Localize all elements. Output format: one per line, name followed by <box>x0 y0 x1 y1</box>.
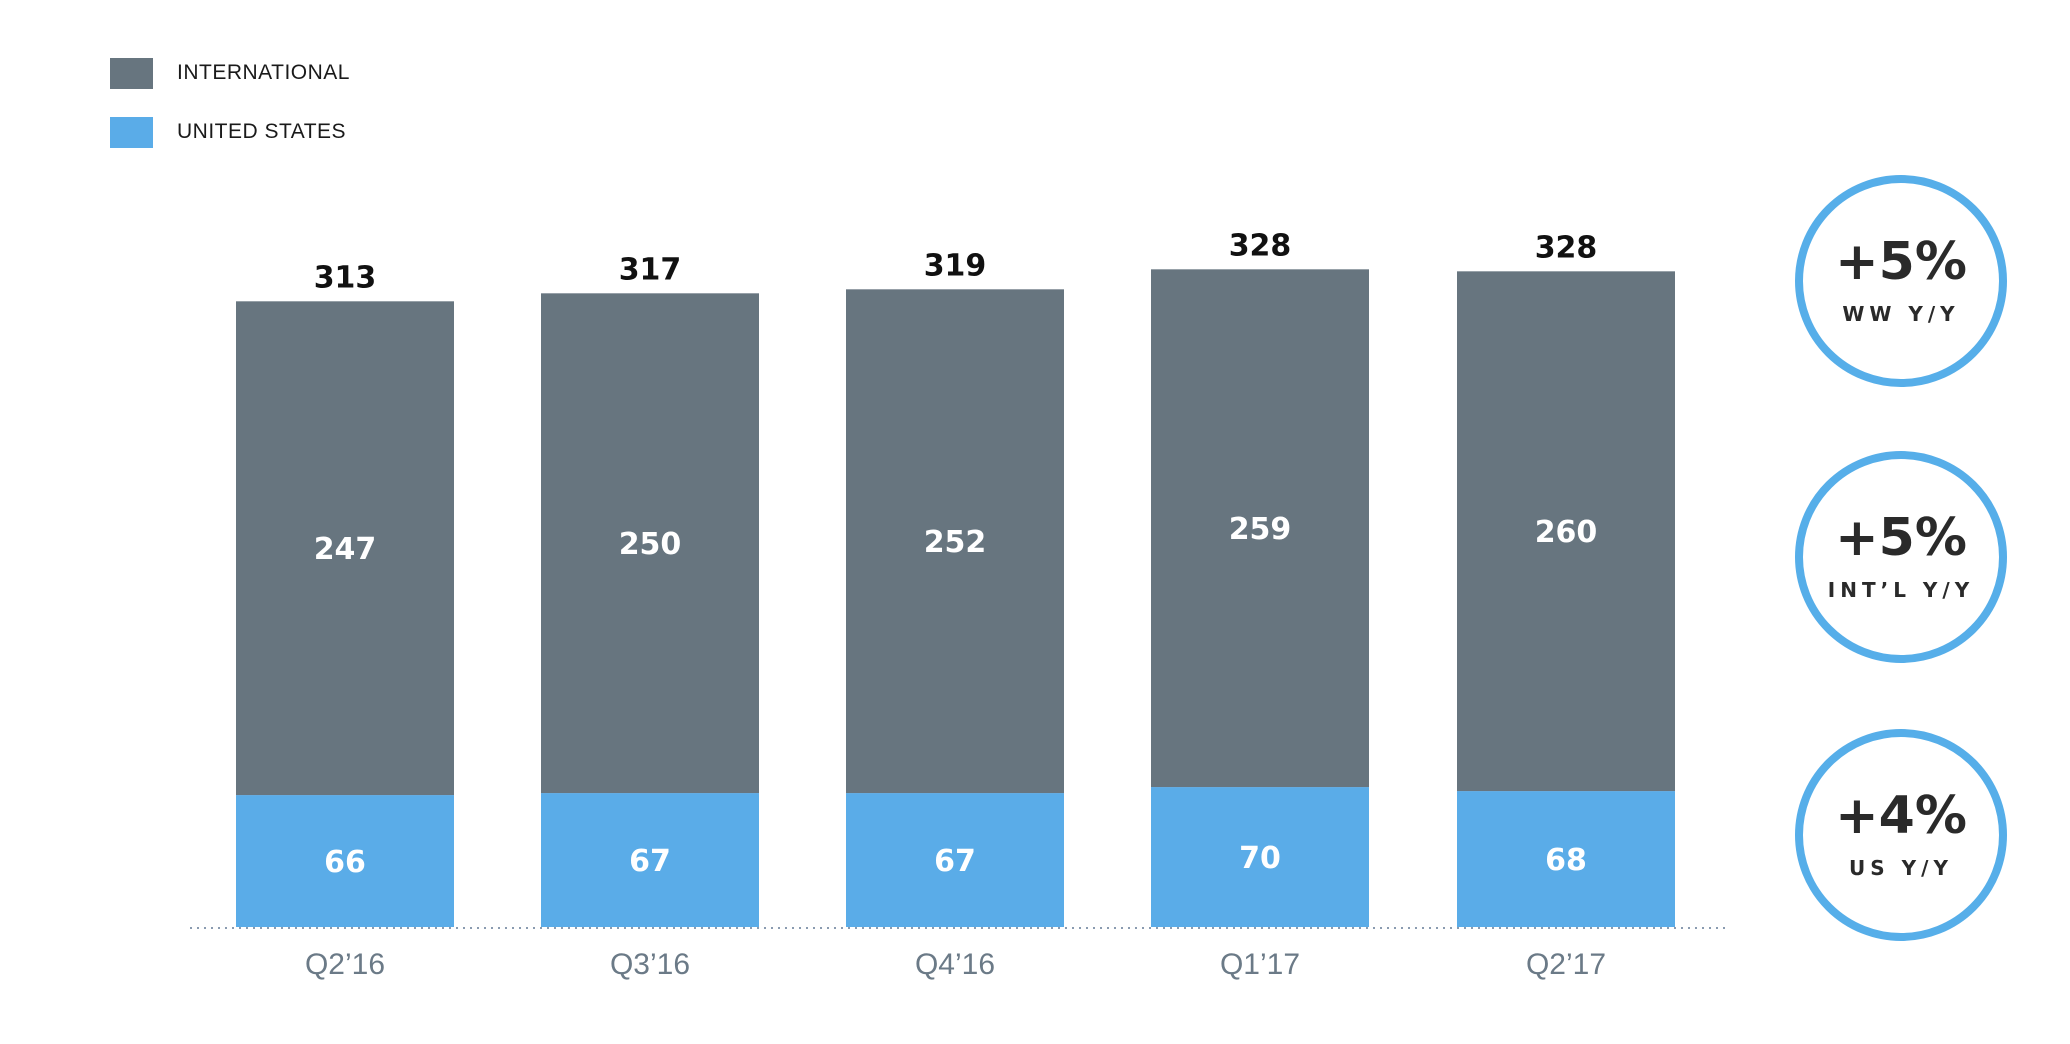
data-label-united-states: 67 <box>934 844 976 879</box>
badge-us-label: US Y/Y <box>1849 856 1953 880</box>
bar-segment-international <box>1151 269 1369 788</box>
badge-us-value: +4% <box>1835 786 1967 846</box>
data-label-international: 250 <box>619 527 682 562</box>
badge-intl-value: +5% <box>1835 508 1967 568</box>
data-label-united-states: 70 <box>1239 841 1281 876</box>
bar-segment-united-states <box>1457 791 1675 927</box>
bar-segment-international <box>846 289 1064 794</box>
bar-segment-united-states <box>846 793 1064 927</box>
badge-intl-label: INT’L Y/Y <box>1827 578 1975 602</box>
legend-label-international: INTERNATIONAL <box>177 61 350 84</box>
badge-ww-yoy: +5% WW Y/Y <box>1795 175 2007 387</box>
bar-segment-united-states <box>236 795 454 927</box>
bar-segment-international <box>1457 271 1675 792</box>
legend-item-international: INTERNATIONAL <box>110 56 350 90</box>
data-label-total: 313 <box>314 260 377 295</box>
x-tick-label: Q2’17 <box>1526 948 1606 981</box>
badge-ww-label: WW Y/Y <box>1842 302 1960 326</box>
data-label-total: 317 <box>619 252 682 287</box>
legend-swatch-international <box>110 57 153 89</box>
x-tick-label: Q3’16 <box>610 948 690 981</box>
bar-segment-international <box>541 293 759 794</box>
data-label-united-states: 67 <box>629 844 671 879</box>
data-label-international: 247 <box>314 532 377 567</box>
badge-us-yoy: +4% US Y/Y <box>1795 729 2007 941</box>
legend-item-united-states: UNITED STATES <box>110 115 350 149</box>
legend-swatch-united-states <box>110 116 153 148</box>
data-label-international: 252 <box>924 525 987 560</box>
badge-ww-value: +5% <box>1835 232 1967 292</box>
chart-legend: INTERNATIONAL UNITED STATES <box>110 56 350 174</box>
x-tick-label: Q4’16 <box>915 948 995 981</box>
bar-segment-united-states <box>541 793 759 927</box>
x-tick-label: Q2’16 <box>305 948 385 981</box>
legend-label-united-states: UNITED STATES <box>177 120 347 143</box>
stacked-bar-chart: 66 247 313 Q2’16 67 250 317 Q3’16 67 252 319 Q4’16 7… <box>190 228 1730 981</box>
bar-segment-international <box>236 301 454 796</box>
data-label-united-states: 66 <box>324 845 366 880</box>
data-label-international: 259 <box>1229 512 1292 547</box>
x-tick-label: Q1’17 <box>1220 948 1300 981</box>
data-label-international: 260 <box>1535 515 1598 550</box>
data-label-total: 328 <box>1535 230 1598 265</box>
bar-segment-united-states <box>1151 787 1369 927</box>
data-label-united-states: 68 <box>1545 843 1587 878</box>
badge-intl-yoy: +5% INT’L Y/Y <box>1795 451 2007 663</box>
data-label-total: 328 <box>1229 228 1292 263</box>
data-label-total: 319 <box>924 248 987 283</box>
